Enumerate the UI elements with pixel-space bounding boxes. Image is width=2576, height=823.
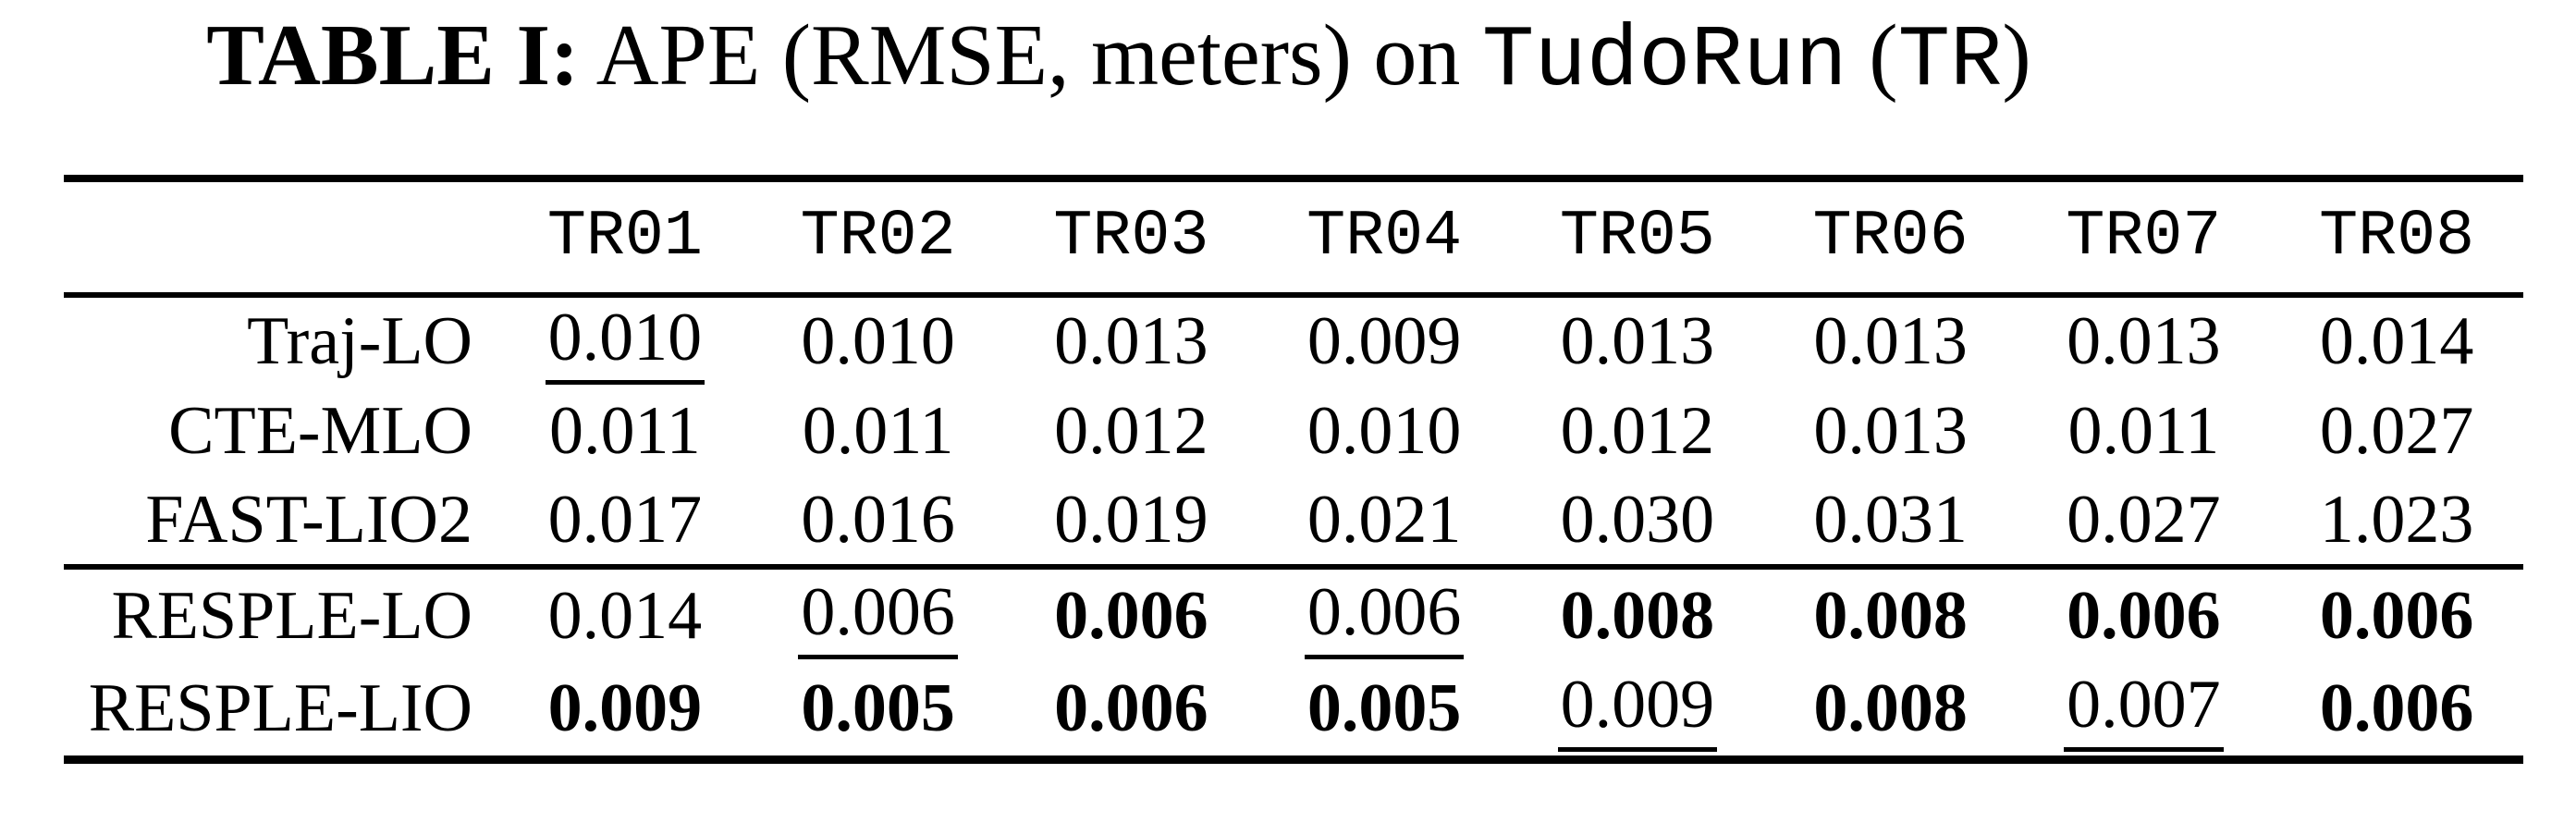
column-header-tr02: TR02 bbox=[800, 201, 956, 274]
cell-fast-lio2-tr02: 0.016 bbox=[801, 482, 955, 558]
row-label-resple-lio: RESPLE-LIO bbox=[88, 670, 472, 747]
cell-traj-lo-tr03: 0.013 bbox=[1054, 303, 1208, 379]
column-header-tr08: TR08 bbox=[2319, 201, 2475, 274]
cell-resple-lo-tr03: 0.006 bbox=[1054, 578, 1208, 654]
cell-traj-lo-tr04: 0.009 bbox=[1306, 303, 1462, 379]
cell-cte-mlo-tr06: 0.013 bbox=[1813, 392, 1968, 469]
row-label-fast-lio2: FAST-LIO2 bbox=[145, 482, 472, 558]
caption-paren-close: ) bbox=[2002, 7, 2031, 104]
column-header-tr04: TR04 bbox=[1306, 201, 1463, 274]
cell-resple-lio-tr04: 0.005 bbox=[1306, 670, 1462, 747]
ape-results-table-wrapper: TR01 TR02 TR03 TR04 TR05 TR06 TR07 TR08 … bbox=[64, 175, 2523, 764]
cell-resple-lo-tr02: 0.006 bbox=[752, 567, 1005, 663]
header-empty-cell bbox=[64, 178, 498, 295]
cell-resple-lio-tr06: 0.008 bbox=[1813, 670, 1968, 747]
cell-traj-lo-tr08: 0.014 bbox=[2319, 303, 2474, 379]
table-row-cte-mlo: CTE-MLO 0.011 0.011 0.012 0.010 0.012 0.… bbox=[64, 386, 2523, 476]
cell-fast-lio2-tr05: 0.030 bbox=[1560, 482, 1715, 558]
cell-cte-mlo-tr01: 0.011 bbox=[548, 392, 701, 469]
caption-dataset-name: TudoRun bbox=[1481, 13, 1847, 111]
cell-resple-lo-tr07: 0.006 bbox=[2067, 578, 2221, 654]
column-header-tr01: TR01 bbox=[546, 201, 703, 274]
cell-resple-lo-tr06: 0.008 bbox=[1813, 578, 1968, 654]
cell-fast-lio2-tr04: 0.021 bbox=[1306, 482, 1462, 558]
cell-cte-mlo-tr04: 0.010 bbox=[1306, 392, 1462, 469]
caption-text: APE (RMSE, meters) on bbox=[579, 7, 1482, 104]
cell-cte-mlo-tr02: 0.011 bbox=[802, 392, 954, 469]
table-row-fast-lio2: FAST-LIO2 0.017 0.016 0.019 0.021 0.030 … bbox=[64, 476, 2523, 567]
caption-paren-open: ( bbox=[1846, 7, 1898, 104]
cell-resple-lo-tr04: 0.006 bbox=[1257, 567, 1511, 663]
column-header-tr03: TR03 bbox=[1053, 201, 1209, 274]
column-header-tr06: TR06 bbox=[1812, 201, 1969, 274]
row-label-resple-lo: RESPLE-LO bbox=[111, 578, 472, 654]
cell-resple-lio-tr01: 0.009 bbox=[547, 670, 703, 747]
row-label-traj-lo: Traj-LO bbox=[247, 303, 472, 379]
table-header: TR01 TR02 TR03 TR04 TR05 TR06 TR07 TR08 bbox=[64, 178, 2523, 295]
resple-methods-group: RESPLE-LO 0.014 0.006 0.006 0.006 0.008 … bbox=[64, 567, 2523, 759]
cell-fast-lio2-tr03: 0.019 bbox=[1054, 482, 1208, 558]
caption-dataset-abbr: TR bbox=[1897, 13, 2003, 111]
table-row-resple-lo: RESPLE-LO 0.014 0.006 0.006 0.006 0.008 … bbox=[64, 567, 2523, 663]
cell-cte-mlo-tr03: 0.012 bbox=[1054, 392, 1208, 469]
caption-table-number: TABLE I: bbox=[206, 7, 580, 104]
cell-resple-lo-tr01: 0.014 bbox=[547, 578, 703, 654]
cell-traj-lo-tr05: 0.013 bbox=[1560, 303, 1715, 379]
cell-fast-lio2-tr07: 0.027 bbox=[2067, 482, 2221, 558]
cell-cte-mlo-tr05: 0.012 bbox=[1560, 392, 1715, 469]
cell-resple-lio-tr02: 0.005 bbox=[801, 670, 955, 747]
cell-resple-lo-tr05: 0.008 bbox=[1560, 578, 1715, 654]
cell-traj-lo-tr02: 0.010 bbox=[801, 303, 955, 379]
row-label-cte-mlo: CTE-MLO bbox=[168, 392, 472, 469]
header-row: TR01 TR02 TR03 TR04 TR05 TR06 TR07 TR08 bbox=[64, 178, 2523, 295]
table-caption: TABLE I: APE (RMSE, meters) on TudoRun (… bbox=[0, 4, 2238, 115]
cell-resple-lo-tr08: 0.006 bbox=[2319, 578, 2474, 654]
cell-traj-lo-tr01: 0.010 bbox=[498, 295, 752, 386]
cell-traj-lo-tr06: 0.013 bbox=[1813, 303, 1968, 379]
cell-resple-lio-tr07: 0.007 bbox=[2018, 663, 2271, 759]
ape-results-table: TR01 TR02 TR03 TR04 TR05 TR06 TR07 TR08 … bbox=[64, 175, 2523, 764]
cell-fast-lio2-tr06: 0.031 bbox=[1813, 482, 1968, 558]
cell-fast-lio2-tr08: 1.023 bbox=[2319, 482, 2474, 558]
cell-resple-lio-tr08: 0.006 bbox=[2319, 670, 2474, 747]
column-header-tr05: TR05 bbox=[1559, 201, 1715, 274]
cell-cte-mlo-tr08: 0.027 bbox=[2319, 392, 2474, 469]
cell-resple-lio-tr03: 0.006 bbox=[1054, 670, 1208, 747]
table-row-resple-lio: RESPLE-LIO 0.009 0.005 0.006 0.005 0.009… bbox=[64, 663, 2523, 759]
baseline-methods-group: Traj-LO 0.010 0.010 0.013 0.009 0.013 0.… bbox=[64, 295, 2523, 567]
column-header-tr07: TR07 bbox=[2066, 201, 2222, 274]
cell-resple-lio-tr05: 0.009 bbox=[1511, 663, 1764, 759]
cell-traj-lo-tr07: 0.013 bbox=[2067, 303, 2221, 379]
table-row-traj-lo: Traj-LO 0.010 0.010 0.013 0.009 0.013 0.… bbox=[64, 295, 2523, 386]
cell-cte-mlo-tr07: 0.011 bbox=[2067, 392, 2220, 469]
cell-fast-lio2-tr01: 0.017 bbox=[547, 482, 703, 558]
